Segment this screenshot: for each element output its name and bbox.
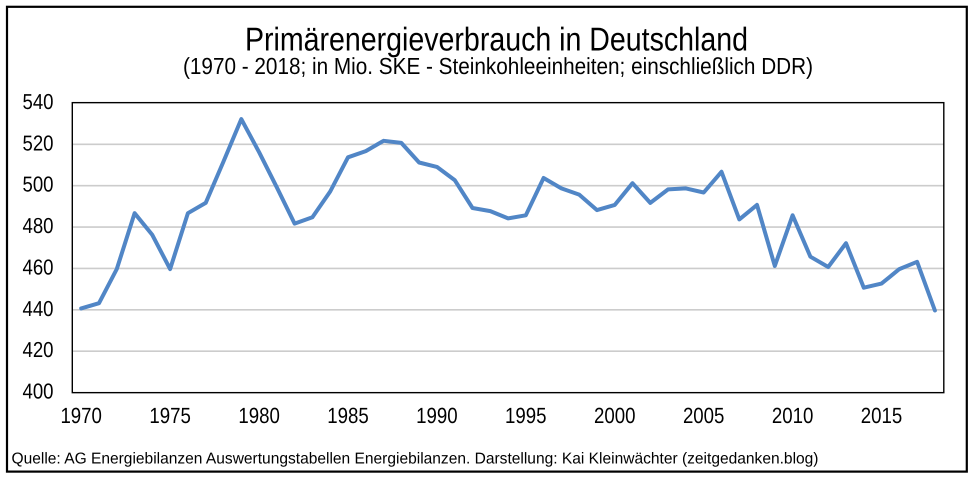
svg-text:400: 400 — [23, 379, 54, 404]
svg-text:2000: 2000 — [594, 403, 636, 428]
svg-text:1985: 1985 — [327, 403, 369, 428]
svg-text:2005: 2005 — [683, 403, 725, 428]
svg-text:2015: 2015 — [861, 403, 903, 428]
svg-text:500: 500 — [23, 172, 54, 197]
svg-text:Primärenergieverbrauch in Deut: Primärenergieverbrauch in Deutschland — [245, 21, 748, 58]
svg-text:520: 520 — [23, 130, 54, 155]
svg-text:1980: 1980 — [238, 403, 280, 428]
svg-text:1970: 1970 — [60, 403, 102, 428]
svg-text:540: 540 — [23, 89, 54, 114]
svg-text:460: 460 — [23, 254, 54, 279]
svg-text:1995: 1995 — [505, 403, 547, 428]
svg-text:2010: 2010 — [772, 403, 814, 428]
svg-text:(1970 - 2018; in Mio. SKE - St: (1970 - 2018; in Mio. SKE - Steinkohleei… — [183, 53, 813, 79]
svg-text:Quelle: AG Energiebilanzen Aus: Quelle: AG Energiebilanzen Auswertungsta… — [12, 451, 819, 468]
svg-text:440: 440 — [23, 296, 54, 321]
svg-text:420: 420 — [23, 337, 54, 362]
svg-text:1990: 1990 — [416, 403, 458, 428]
svg-text:480: 480 — [23, 213, 54, 238]
svg-text:1975: 1975 — [149, 403, 191, 428]
